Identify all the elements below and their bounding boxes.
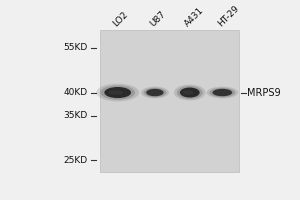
Bar xyxy=(113,39,226,163)
Bar xyxy=(121,44,218,158)
Text: 40KD: 40KD xyxy=(63,88,88,97)
Bar xyxy=(152,66,187,136)
Bar xyxy=(100,30,238,172)
Ellipse shape xyxy=(206,87,238,98)
Bar xyxy=(160,71,178,131)
Bar xyxy=(104,33,235,169)
Bar xyxy=(117,41,222,161)
Bar xyxy=(154,67,185,135)
Text: MRPS9: MRPS9 xyxy=(247,88,280,98)
Bar xyxy=(119,43,220,159)
Ellipse shape xyxy=(100,85,135,100)
Bar xyxy=(158,70,181,132)
Ellipse shape xyxy=(144,88,166,97)
Ellipse shape xyxy=(174,85,206,101)
Ellipse shape xyxy=(180,88,200,98)
Bar xyxy=(136,54,203,148)
Bar xyxy=(111,37,228,165)
Bar xyxy=(100,30,238,172)
Ellipse shape xyxy=(108,90,123,95)
Text: A431: A431 xyxy=(183,6,206,29)
Text: 35KD: 35KD xyxy=(63,111,88,120)
Ellipse shape xyxy=(146,89,164,96)
Bar xyxy=(150,64,189,138)
Ellipse shape xyxy=(96,84,139,101)
Bar xyxy=(148,63,191,139)
Bar xyxy=(109,36,230,166)
Bar xyxy=(125,47,214,155)
Bar xyxy=(156,68,183,134)
Ellipse shape xyxy=(141,87,169,98)
Bar xyxy=(142,58,197,144)
Ellipse shape xyxy=(212,89,232,96)
Bar xyxy=(102,32,236,170)
Bar xyxy=(129,50,210,152)
Ellipse shape xyxy=(177,86,203,99)
Text: HT-29: HT-29 xyxy=(216,4,241,29)
Bar xyxy=(115,40,224,162)
Bar xyxy=(146,61,193,141)
Text: 25KD: 25KD xyxy=(63,156,88,165)
Ellipse shape xyxy=(104,87,131,98)
Bar xyxy=(127,49,212,153)
Bar xyxy=(106,34,232,168)
Text: 55KD: 55KD xyxy=(63,43,88,52)
Text: U87: U87 xyxy=(148,10,168,29)
Text: LO2: LO2 xyxy=(111,10,130,29)
Bar xyxy=(134,53,206,149)
Ellipse shape xyxy=(209,88,235,97)
Bar xyxy=(144,60,195,142)
Bar xyxy=(131,51,208,151)
Ellipse shape xyxy=(183,91,194,95)
Bar xyxy=(138,56,201,146)
Bar xyxy=(140,57,199,145)
Bar xyxy=(123,46,216,156)
